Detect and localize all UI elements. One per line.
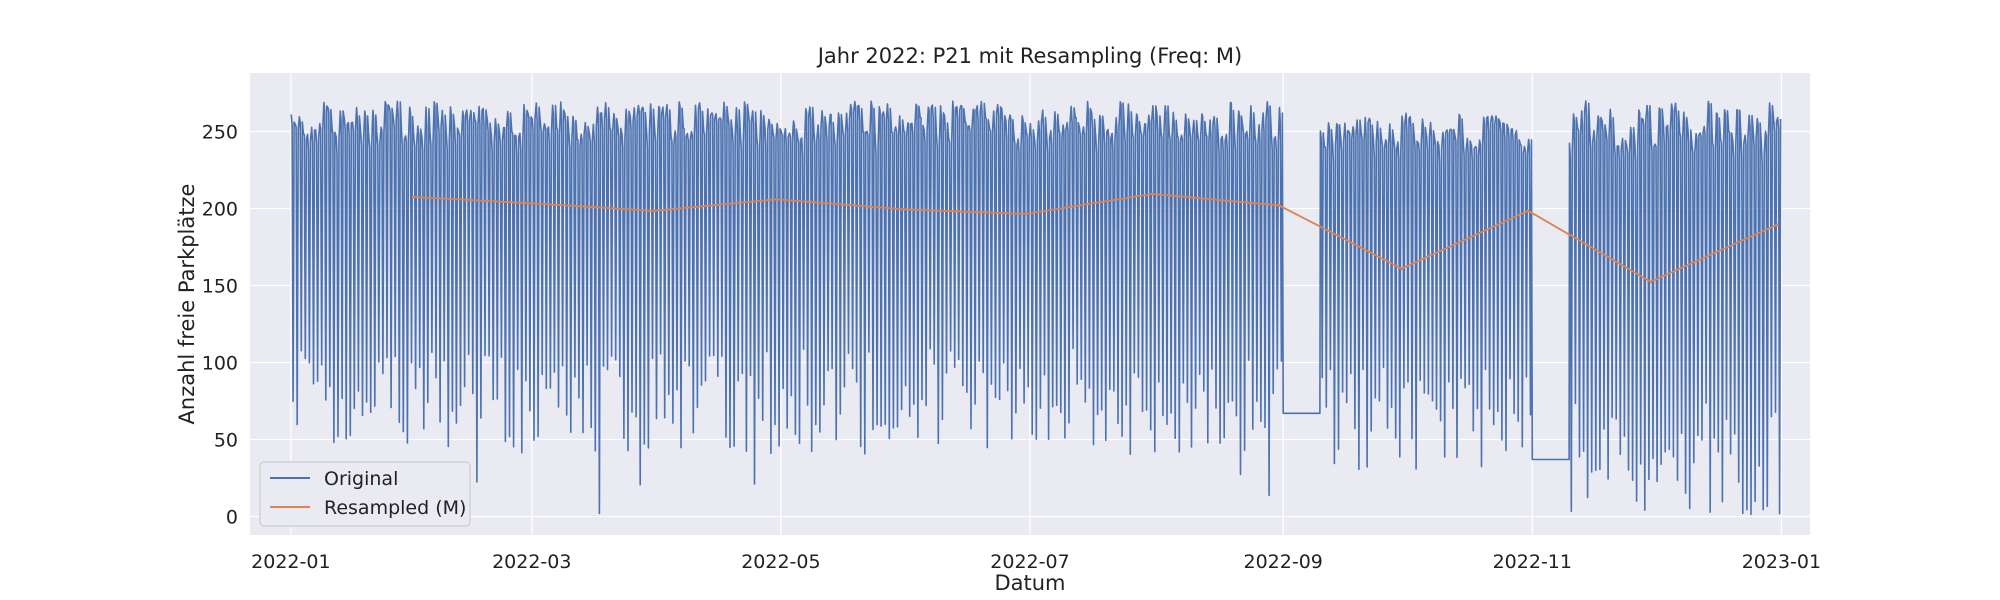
y-tick-label: 250 — [202, 122, 238, 144]
resampled-point — [1526, 209, 1530, 213]
legend-entry-original: Original — [324, 468, 398, 490]
y-tick-label: 0 — [226, 507, 238, 529]
chart-title: Jahr 2022: P21 mit Resampling (Freq: M) — [816, 44, 1243, 68]
x-tick-labels: 2022-01 2022-03 2022-05 2022-07 2022-09 2022-… — [251, 551, 1821, 573]
y-axis-label: Anzahl freie Parkplätze — [175, 184, 199, 425]
y-tick-label: 50 — [214, 430, 238, 452]
resampled-point — [411, 195, 415, 199]
resampled-point — [1400, 267, 1404, 271]
resampled-point — [775, 197, 779, 201]
resampled-point — [526, 201, 530, 205]
legend-entry-resampled: Resampled (M) — [324, 497, 466, 519]
resampled-point — [901, 207, 905, 211]
x-tick-label: 2022-11 — [1493, 551, 1572, 573]
y-tick-labels: 0 50 100 150 200 250 — [202, 122, 238, 529]
x-tick-label: 2022-03 — [492, 551, 571, 573]
resampled-point — [1151, 192, 1155, 196]
resampled-point — [1024, 212, 1028, 216]
series-original — [290, 100, 1782, 516]
resampled-point — [1277, 203, 1281, 207]
series-resampled — [411, 192, 1779, 284]
resampled-point — [1649, 280, 1653, 284]
x-tick-label: 2022-01 — [251, 551, 330, 573]
resampled-series-line — [413, 192, 1778, 283]
x-tick-label: 2022-05 — [741, 551, 820, 573]
y-tick-label: 100 — [202, 353, 238, 375]
y-tick-label: 150 — [202, 276, 238, 298]
resampled-point — [1775, 223, 1779, 227]
resampled-point — [652, 209, 656, 213]
y-tick-label: 200 — [202, 199, 238, 221]
x-tick-label: 2022-09 — [1243, 551, 1322, 573]
legend-box — [259, 461, 471, 527]
legend: Original Resampled (M) — [259, 461, 471, 527]
x-tick-label: 2023-01 — [1742, 551, 1821, 573]
x-axis-label: Datum — [994, 571, 1065, 595]
x-tick-label: 2022-07 — [990, 551, 1069, 573]
original-series-line — [290, 100, 1782, 516]
